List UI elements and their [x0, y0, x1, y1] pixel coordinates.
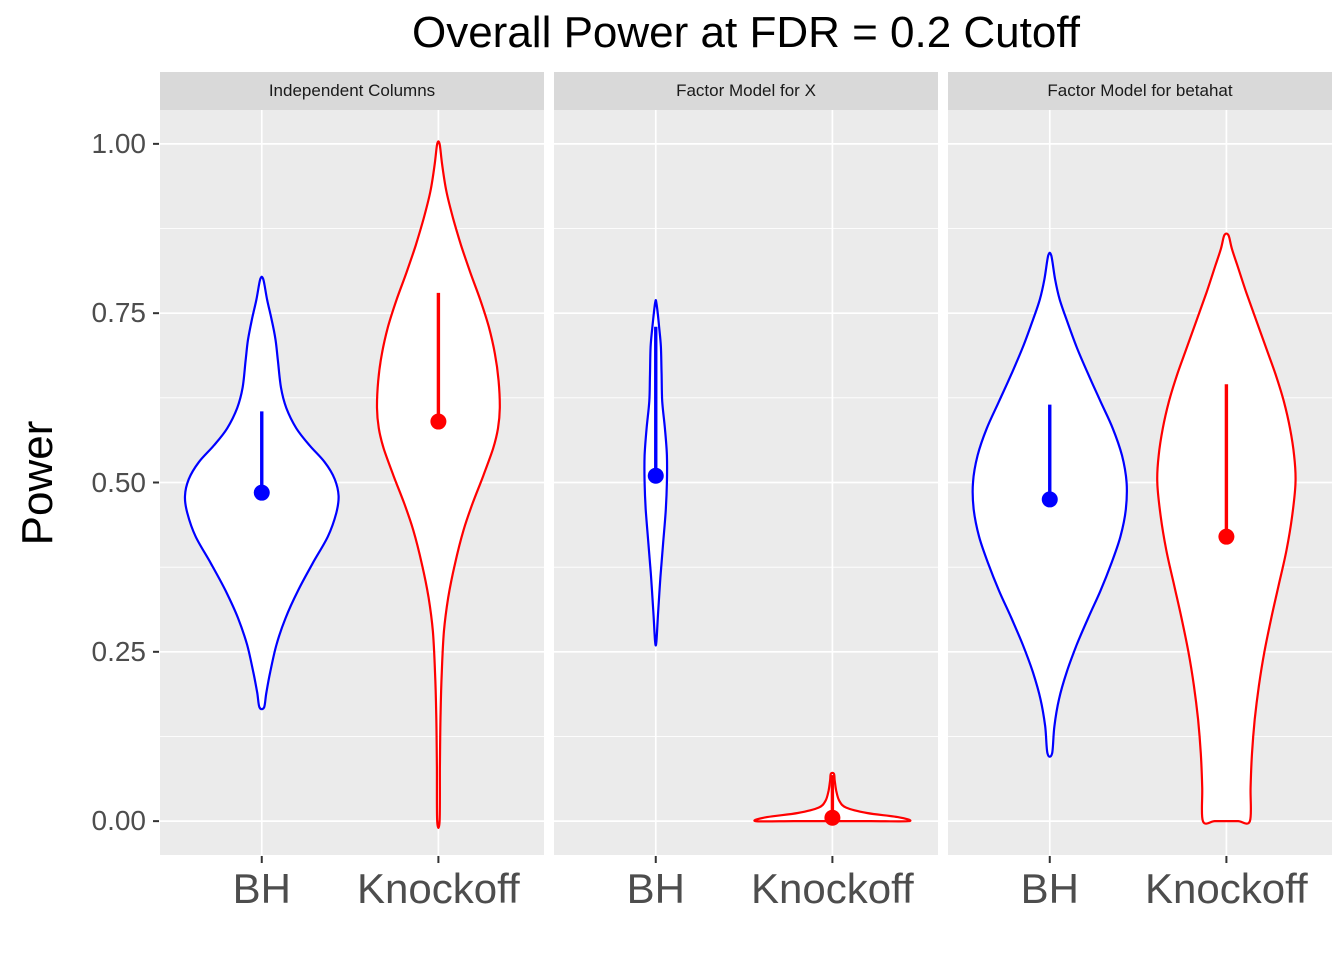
facet-strip-label: Factor Model for X [676, 81, 816, 100]
plot-title: Overall Power at FDR = 0.2 Cutoff [411, 8, 1080, 57]
y-tick-label: 1.00 [91, 127, 147, 159]
facet-panel [948, 110, 1332, 855]
facet-strip: Independent Columns [160, 72, 544, 110]
x-tick-label: BH [1020, 865, 1079, 912]
y-tick-label: 0.50 [91, 466, 147, 498]
facet-strip-label: Independent Columns [268, 81, 436, 100]
x-tick-label: Knockoff [357, 865, 520, 912]
facet-strip-label: Factor Model for betahat [1047, 81, 1233, 100]
x-tick-label: BH [232, 865, 291, 912]
x-tick-label: BH [626, 865, 685, 912]
y-tick-label: 0.25 [91, 635, 147, 667]
facet-strip: Factor Model for X [554, 72, 938, 110]
facet-strip: Factor Model for betahat [948, 72, 1332, 110]
facet-panel [160, 110, 544, 855]
facet-panel [554, 110, 938, 855]
y-tick-label: 0.00 [91, 805, 147, 837]
x-tick-label: Knockoff [1145, 865, 1308, 912]
y-tick-label: 0.75 [91, 297, 147, 329]
x-tick-label: Knockoff [751, 865, 914, 912]
